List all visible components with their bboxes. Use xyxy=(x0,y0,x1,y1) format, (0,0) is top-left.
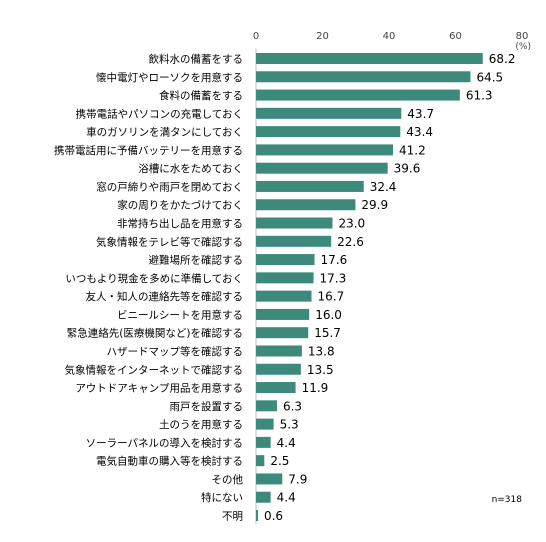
category-label: 土のうを用意する xyxy=(159,418,243,431)
category-label: 浴槽に水をためておく xyxy=(138,163,243,175)
category-label: いつもより現金を多めに準備しておく xyxy=(65,272,243,285)
value-label: 2.5 xyxy=(270,454,289,468)
category-label: 気象情報をインターネットで確認する xyxy=(65,363,244,376)
value-label: 41.2 xyxy=(399,143,426,157)
bar xyxy=(256,107,402,119)
value-label: 61.3 xyxy=(466,89,493,103)
category-label: 電気自動車の購入等を検討する xyxy=(96,455,243,468)
category-label: アウトドアキャンプ用品を用意する xyxy=(75,382,243,395)
category-label: ソーラーパネルの導入を検討する xyxy=(86,436,243,449)
category-label: 食料の備蓄をする xyxy=(159,89,243,102)
category-label: 携帯電話用に予備バッテリーを用意する xyxy=(54,144,243,157)
bar xyxy=(256,144,393,156)
bar xyxy=(256,436,271,448)
x-tick-label: 0 xyxy=(253,31,259,42)
category-label: 特にない xyxy=(201,492,243,504)
category-label: 友人・知人の連絡先等を確認する xyxy=(86,290,244,303)
category-label: 懐中電灯やローソクを用意する xyxy=(96,71,243,84)
value-label: 13.5 xyxy=(307,363,334,377)
value-label: 68.2 xyxy=(489,52,516,66)
category-label: その他 xyxy=(212,473,244,486)
bar xyxy=(256,89,460,101)
category-label: 気象情報をテレビ等で確認する xyxy=(96,235,243,248)
bar xyxy=(256,382,296,394)
value-label: 16.7 xyxy=(318,290,345,304)
category-label: ハザードマップ等を確認する xyxy=(107,345,244,358)
bar xyxy=(256,455,265,467)
bar xyxy=(256,418,274,430)
x-tick-label: 60 xyxy=(449,31,462,42)
value-label: 43.7 xyxy=(407,107,434,121)
category-label: 非常持ち出し品を用意する xyxy=(117,217,243,230)
value-label: 5.3 xyxy=(280,418,299,432)
category-label: 避難場所を確認する xyxy=(149,254,244,267)
value-labels: 68.2 64.5 61.3 43.7 43.4 41.2 39.6 32.4 29.9 23.0… xyxy=(264,52,515,523)
value-label: 6.3 xyxy=(283,399,302,413)
bar xyxy=(256,400,277,412)
value-label: 64.5 xyxy=(476,70,503,84)
bar xyxy=(256,327,309,339)
value-label: 43.4 xyxy=(406,125,433,139)
value-label: 7.9 xyxy=(288,472,307,486)
bar xyxy=(256,199,356,211)
value-label: 17.6 xyxy=(321,253,348,267)
value-label: 16.0 xyxy=(315,308,342,322)
bar xyxy=(256,510,258,521)
bar xyxy=(256,71,471,83)
bar xyxy=(256,180,364,192)
category-label: 窓の戸締りや雨戸を閉めておく xyxy=(96,180,243,193)
bars xyxy=(256,53,483,521)
value-label: 39.6 xyxy=(394,162,421,176)
x-tick-label: 20 xyxy=(316,31,329,42)
value-label: 11.9 xyxy=(302,381,329,395)
category-label: 緊急連絡先(医療機関など)を確認する xyxy=(67,327,243,340)
value-label: 23.0 xyxy=(338,217,365,231)
category-label: 飲料水の備蓄をする xyxy=(149,53,244,66)
x-tick-label: 80 xyxy=(516,31,529,42)
category-label: 不明 xyxy=(222,511,243,523)
category-label: 車のガソリンを満タンにしておく xyxy=(86,126,243,139)
bar xyxy=(256,473,283,485)
bar xyxy=(256,272,314,284)
bar xyxy=(256,491,271,503)
value-label: 0.6 xyxy=(264,509,283,523)
bar xyxy=(256,308,310,320)
value-label: 4.4 xyxy=(277,436,296,450)
value-label: 29.9 xyxy=(361,198,388,212)
value-label: 4.4 xyxy=(277,491,296,505)
bar xyxy=(256,235,332,247)
bar xyxy=(256,363,301,375)
category-label: ビニールシートを用意する xyxy=(117,308,243,321)
category-label: 家の周りをかたづけておく xyxy=(117,199,243,212)
bar xyxy=(256,290,312,302)
value-label: 13.8 xyxy=(308,344,335,358)
bar xyxy=(256,126,401,138)
category-label: 雨戸を設置する xyxy=(170,400,244,413)
bar xyxy=(256,254,315,266)
category-labels: 飲料水の備蓄をする懐中電灯やローソクを用意する食料の備蓄をする携帯電話やパソコン… xyxy=(54,53,243,523)
category-label: 携帯電話やパソコンの充電しておく xyxy=(76,107,243,120)
x-tick-label: 40 xyxy=(383,31,396,42)
bar xyxy=(256,217,333,229)
bar xyxy=(256,53,483,64)
value-label: 32.4 xyxy=(370,180,397,194)
sample-size-label: n=318 xyxy=(492,495,523,505)
bar xyxy=(256,345,302,357)
value-label: 22.6 xyxy=(337,235,364,249)
value-label: 17.3 xyxy=(320,271,347,285)
value-label: 15.7 xyxy=(314,326,341,340)
unit-label: (%) xyxy=(515,42,531,52)
bar xyxy=(256,162,388,174)
